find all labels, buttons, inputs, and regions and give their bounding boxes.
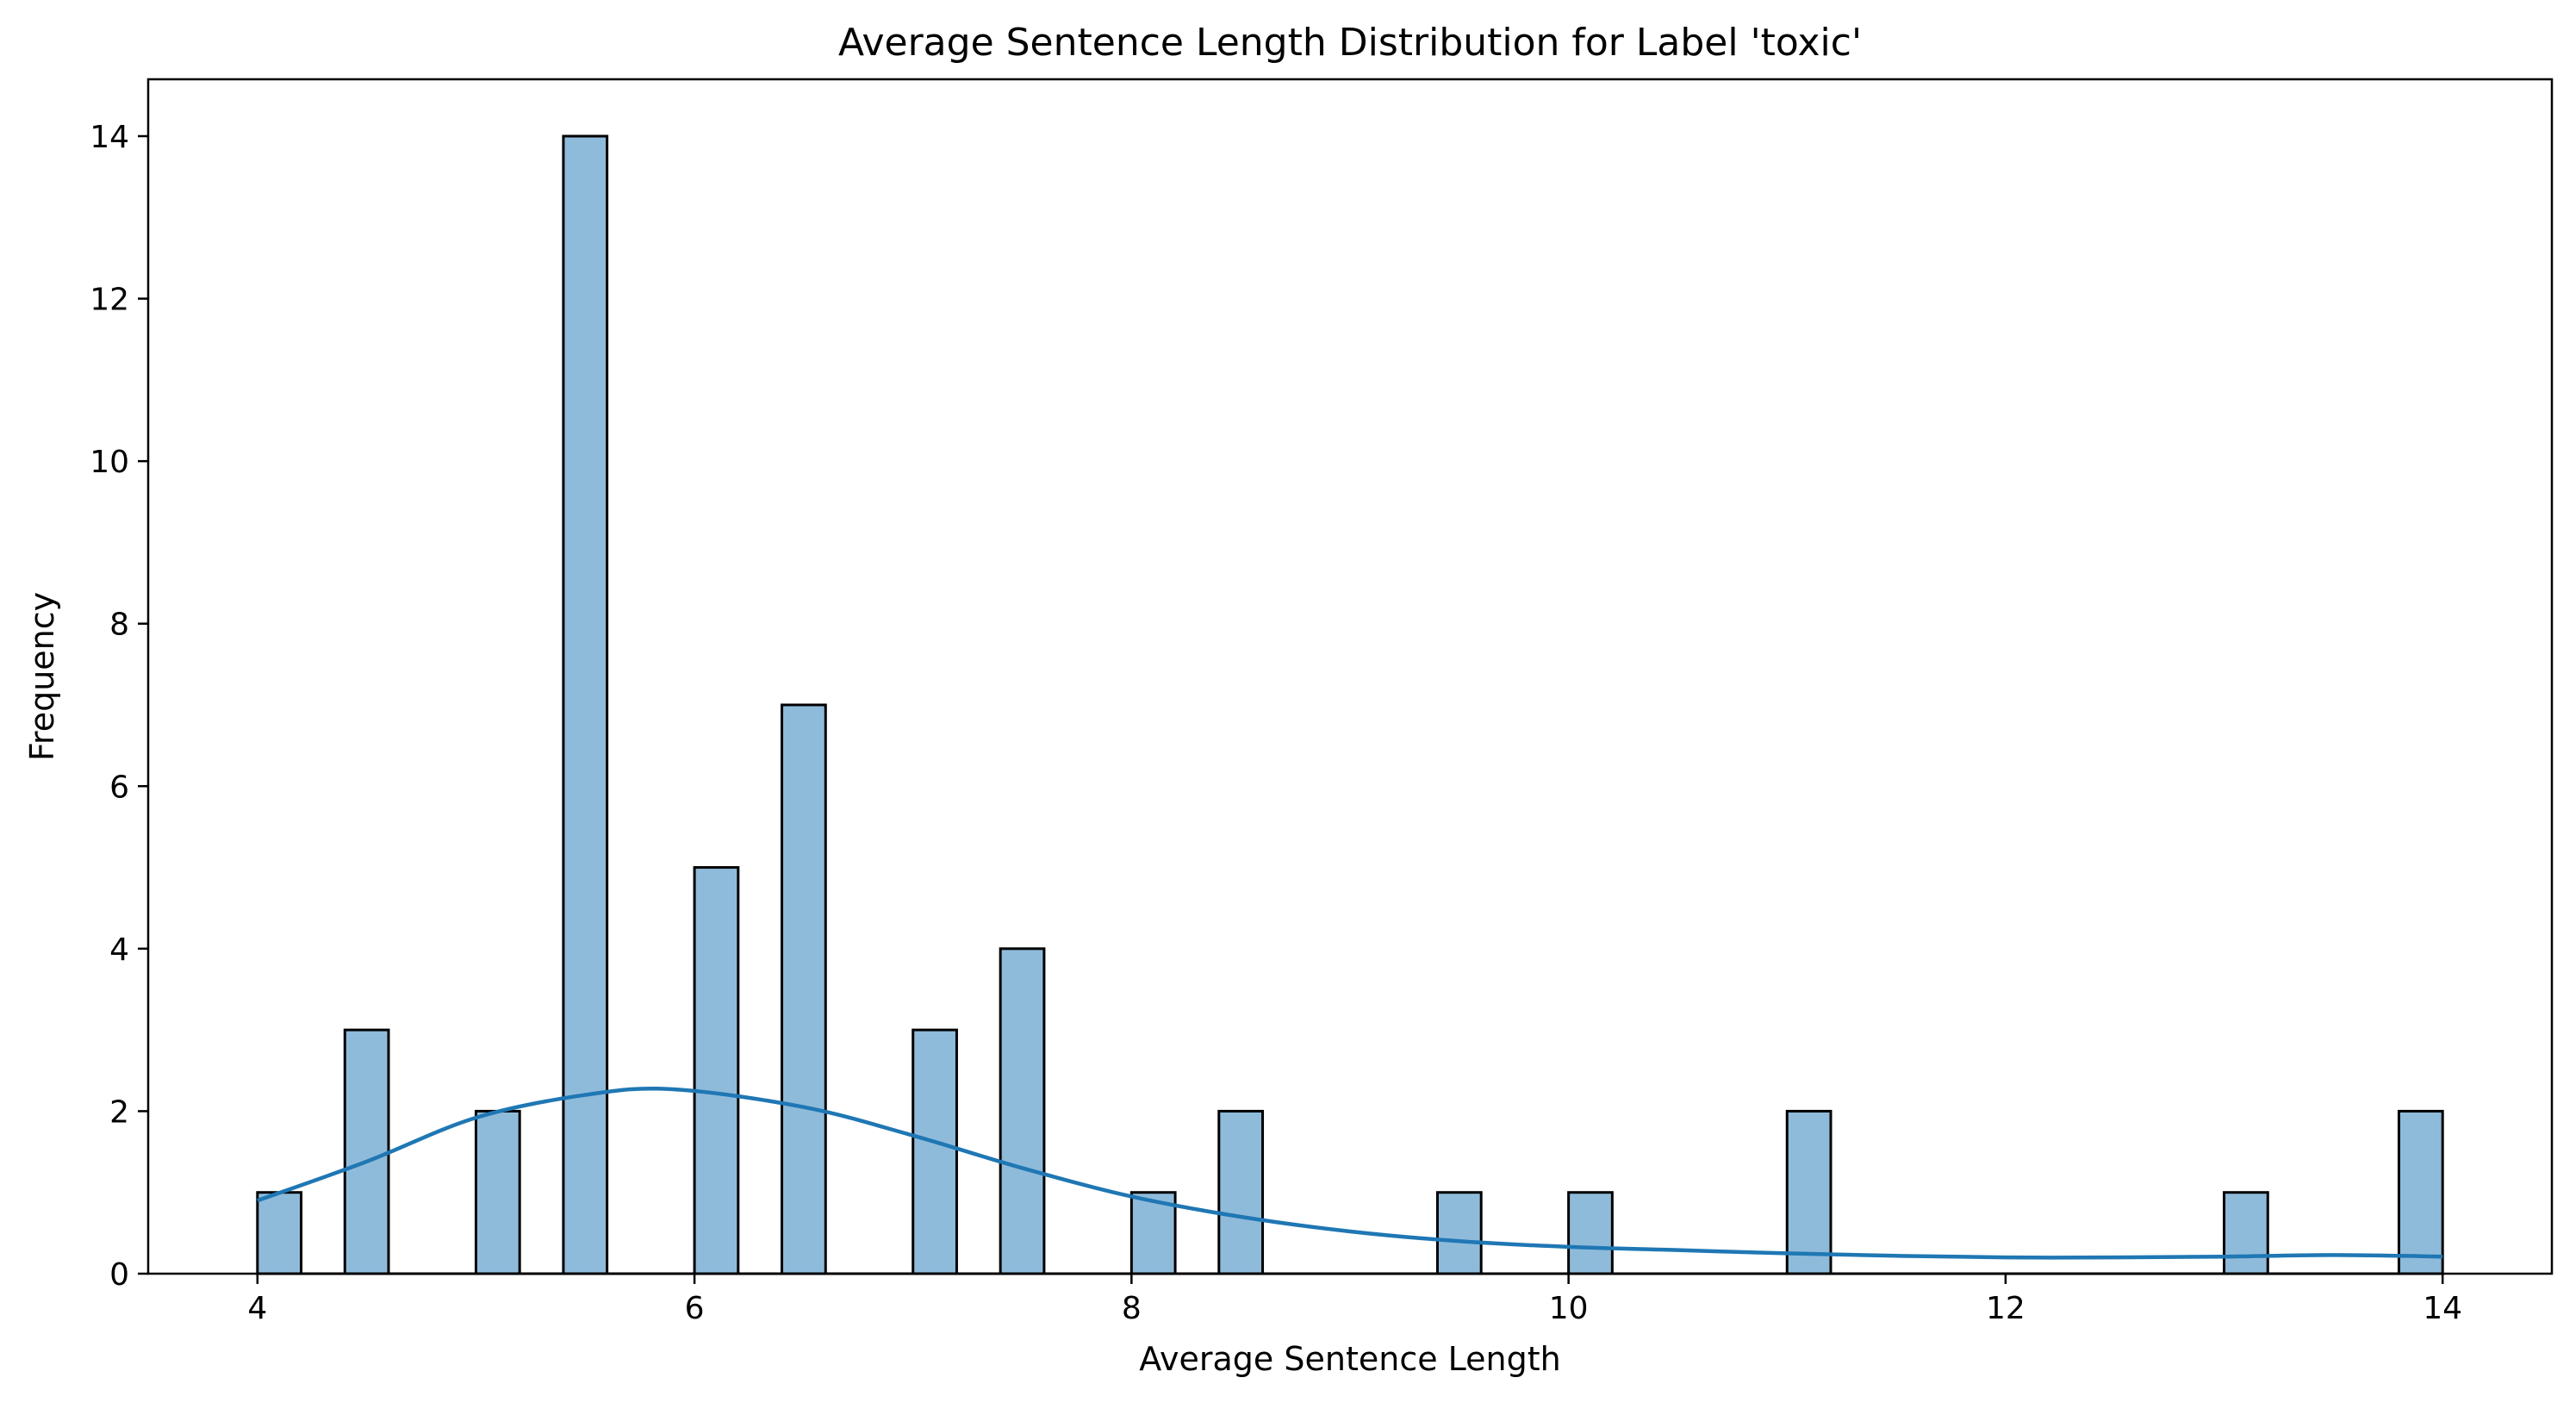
y-tick-label: 0	[109, 1257, 129, 1293]
histogram-bar	[1217, 1109, 1265, 1275]
y-tick-label: 14	[90, 120, 129, 155]
histogram-bar	[999, 947, 1046, 1275]
histogram-bar	[2223, 1191, 2269, 1275]
x-tick-label: 10	[1549, 1291, 1589, 1326]
x-tick-label: 12	[1986, 1291, 2025, 1326]
x-axis-label: Average Sentence Length	[1139, 1340, 1561, 1378]
y-tick-label: 6	[109, 770, 129, 805]
histogram-bar	[2397, 1109, 2444, 1275]
kde-line	[257, 1086, 2443, 1260]
plot-frame	[146, 78, 2554, 1275]
histogram-bar	[693, 866, 740, 1275]
histogram-bar	[1785, 1109, 1832, 1275]
y-tick-label: 2	[109, 1094, 129, 1130]
x-tick-label: 4	[247, 1291, 267, 1326]
histogram-bar	[562, 134, 609, 1275]
y-tick-label: 4	[109, 932, 129, 968]
x-tick-label: 14	[2423, 1291, 2462, 1326]
x-tick-label: 8	[1122, 1291, 1142, 1326]
y-axis-ticks: 0 2 4 6 8 10 12 14	[90, 120, 148, 1293]
histogram-bar	[781, 703, 827, 1275]
x-axis-ticks: 4 6 8 10 12 14	[247, 1274, 2462, 1326]
x-tick-label: 6	[685, 1291, 705, 1326]
y-tick-label: 10	[90, 445, 129, 480]
histogram-bar	[912, 1028, 958, 1275]
chart-title: Average Sentence Length Distribution for…	[838, 21, 1862, 65]
bars-layer	[256, 134, 2444, 1275]
y-axis-label: Frequency	[23, 592, 61, 761]
kde-layer	[257, 1086, 2443, 1260]
y-tick-label: 8	[109, 608, 129, 643]
histogram-bar	[1435, 1191, 1483, 1275]
histogram-bar	[343, 1028, 390, 1275]
y-tick-label: 12	[90, 283, 129, 318]
histogram-bar	[1567, 1191, 1614, 1275]
histogram-bar	[474, 1109, 521, 1275]
histogram-bar	[256, 1191, 303, 1275]
